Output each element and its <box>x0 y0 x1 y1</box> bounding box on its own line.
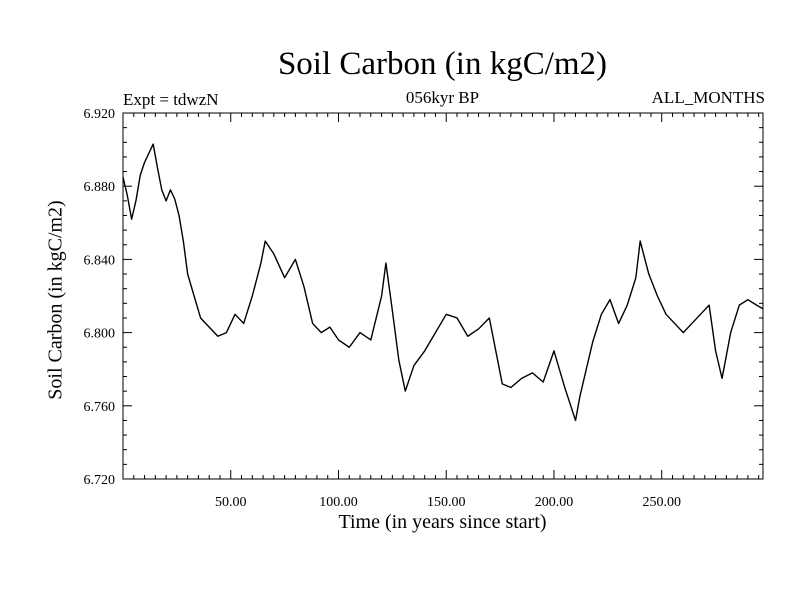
y-tick-label: 6.880 <box>84 180 116 195</box>
plot-frame <box>122 112 764 480</box>
y-tick-label: 6.800 <box>84 327 116 342</box>
experiment-label: Expt = tdwzN <box>123 90 219 109</box>
x-tick-label: 150.00 <box>427 495 466 510</box>
soil-carbon-series-line <box>122 143 764 422</box>
x-tick-label: 50.00 <box>215 495 247 510</box>
period-label: 056kyr BP <box>405 88 480 107</box>
y-tick-label: 6.720 <box>84 473 116 488</box>
months-label: ALL_MONTHS <box>651 88 765 107</box>
tick-labels: 50.00 100.00 150.00 200.00 250.00 6.720 6.760 6… <box>84 107 681 510</box>
y-tick-label: 6.920 <box>84 107 116 122</box>
x-tick-label: 250.00 <box>642 495 681 510</box>
x-tick-label: 200.00 <box>535 495 574 510</box>
x-tick-label: 100.00 <box>319 495 358 510</box>
y-tick-label: 6.840 <box>84 253 116 268</box>
chart-title: Soil Carbon (in kgC/m2) <box>277 46 608 82</box>
axis-ticks <box>123 113 763 479</box>
y-tick-label: 6.760 <box>84 400 116 415</box>
x-axis-label: Time (in years since start) <box>338 511 547 533</box>
